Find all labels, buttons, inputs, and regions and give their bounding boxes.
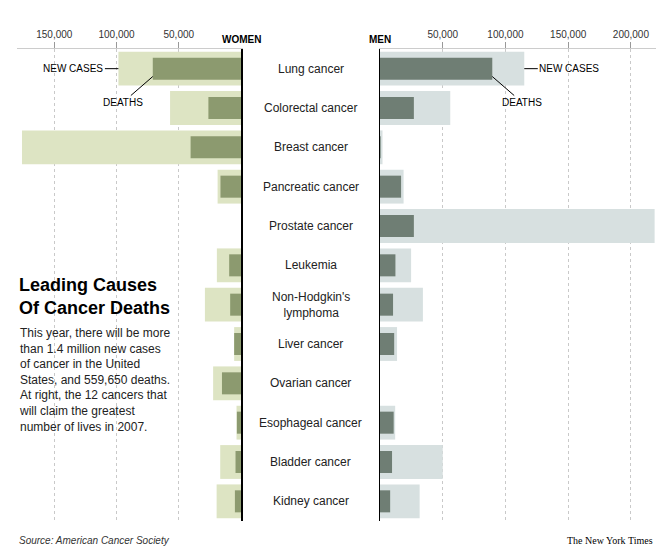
svg-text:Esophageal cancer: Esophageal cancer: [259, 416, 362, 430]
svg-text:100,000: 100,000: [98, 29, 135, 40]
svg-text:Non-Hodgkin'slymphoma: Non-Hodgkin'slymphoma: [272, 290, 350, 320]
svg-text:The New York Times: The New York Times: [567, 535, 653, 546]
svg-text:Kidney cancer: Kidney cancer: [273, 494, 349, 508]
svg-text:DEATHS: DEATHS: [103, 97, 143, 108]
svg-text:This year, there will be moret: This year, there will be morethan 1.4 mi…: [19, 326, 170, 434]
svg-text:50,000: 50,000: [163, 29, 194, 40]
svg-text:WOMEN: WOMEN: [222, 34, 261, 45]
svg-text:Pancreatic cancer: Pancreatic cancer: [263, 180, 359, 194]
svg-text:NEW CASES: NEW CASES: [43, 63, 103, 74]
svg-text:Leading CausesOf Cancer Deaths: Leading CausesOf Cancer Deaths: [19, 275, 170, 318]
svg-text:Lung cancer: Lung cancer: [278, 62, 344, 76]
svg-text:50,000: 50,000: [427, 29, 458, 40]
svg-text:Colorectal cancer: Colorectal cancer: [264, 101, 357, 115]
svg-text:150,000: 150,000: [36, 29, 73, 40]
svg-text:150,000: 150,000: [550, 29, 587, 40]
svg-text:NEW CASES: NEW CASES: [539, 63, 599, 74]
svg-text:DEATHS: DEATHS: [502, 97, 542, 108]
svg-text:MEN: MEN: [369, 34, 391, 45]
svg-text:100,000: 100,000: [487, 29, 524, 40]
svg-text:Source: American Cancer Societ: Source: American Cancer Society: [19, 535, 170, 546]
svg-text:Leukemia: Leukemia: [285, 258, 337, 272]
svg-text:Prostate cancer: Prostate cancer: [269, 219, 353, 233]
svg-text:Liver cancer: Liver cancer: [278, 337, 343, 351]
svg-text:Breast cancer: Breast cancer: [274, 140, 348, 154]
svg-text:Bladder cancer: Bladder cancer: [270, 455, 351, 469]
svg-text:Ovarian cancer: Ovarian cancer: [270, 376, 351, 390]
svg-text:200,000: 200,000: [613, 29, 650, 40]
